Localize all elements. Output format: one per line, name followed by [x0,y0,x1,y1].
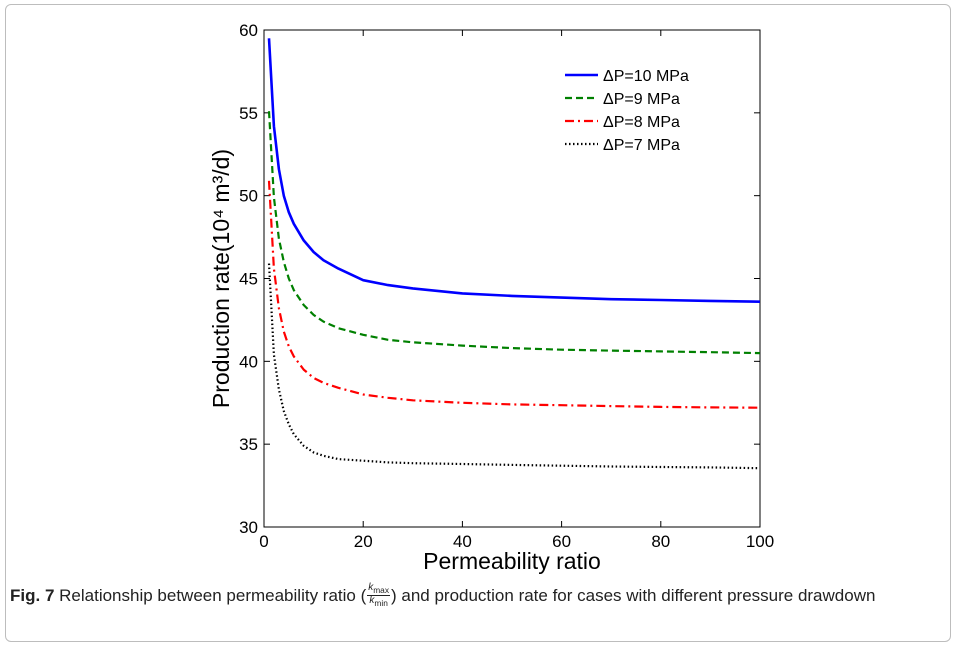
legend-label: ΔP=10 MPa [603,68,689,85]
series-line [267,180,761,409]
y-tick-label: 35 [239,435,258,454]
figure-frame [5,4,951,642]
legend-label: ΔP=9 MPa [603,91,680,108]
x-tick-label: 80 [651,532,670,551]
x-tick-label: 20 [354,532,373,551]
permeability-ratio-fraction: kmax kmin [367,583,390,608]
y-tick-label: 45 [239,270,258,289]
x-tick-label: 0 [259,532,268,551]
y-tick-label: 40 [239,352,258,371]
fraction-denominator-subscript: min [374,598,388,609]
series-line [267,38,761,303]
x-tick-label: 40 [453,532,472,551]
caption-text-before: Relationship between permeability ratio … [59,586,367,605]
caption-label: Fig. 7 [10,586,55,605]
y-tick-label: 30 [239,518,258,537]
figure-caption: Fig. 7 Relationship between permeability… [10,582,940,610]
fraction-denominator-variable: k [369,595,375,607]
legend-label: ΔP=7 MPa [603,137,680,154]
x-tick-label: 60 [552,532,571,551]
y-tick-label: 50 [239,187,258,206]
fraction-numerator-variable: k [368,582,374,594]
y-tick-label: 60 [239,21,258,40]
y-axis-label: Production rate(10⁴ m³/d) [208,149,234,408]
plot-area-frame [263,29,761,528]
legend-label: ΔP=8 MPa [603,114,680,131]
fraction-numerator-subscript: max [373,585,389,596]
series-line [267,111,761,355]
series-line [267,263,761,470]
y-tick-label: 55 [239,104,258,123]
x-tick-label: 100 [746,532,774,551]
x-axis-label: Permeability ratio [423,548,601,574]
caption-text-after: ) and production rate for cases with dif… [390,586,876,605]
